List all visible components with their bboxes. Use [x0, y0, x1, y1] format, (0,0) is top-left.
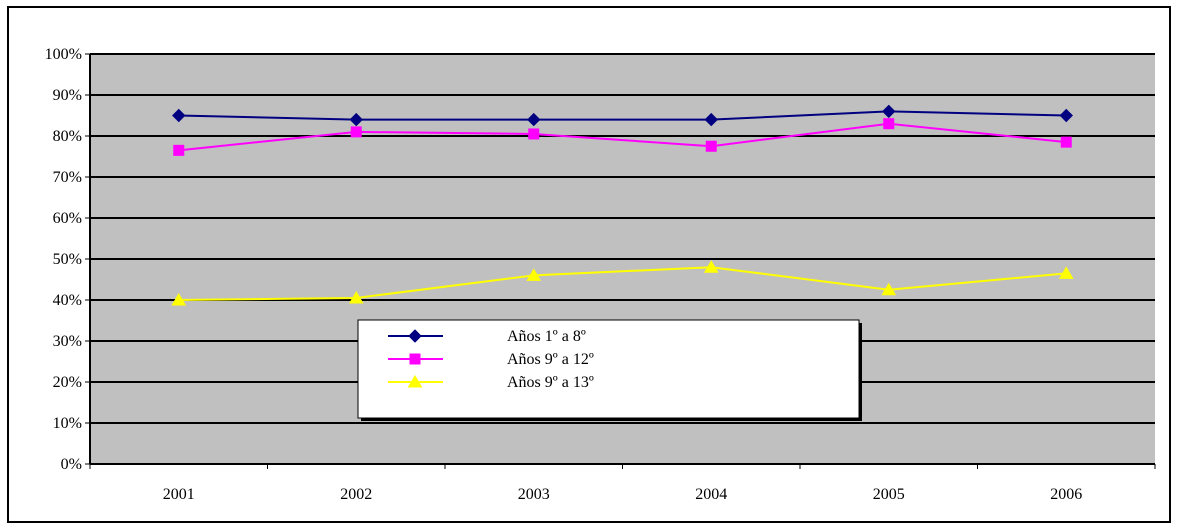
- square-marker: [883, 118, 895, 130]
- legend: Años 1º a 8º Años 9º a 12º Años 9º a 13º: [357, 319, 862, 421]
- diamond-marker: [1059, 108, 1073, 123]
- y-tick-label: 0%: [61, 456, 82, 473]
- legend-box: [357, 319, 860, 419]
- x-tick-label: 2006: [1050, 486, 1082, 503]
- diamond-marker: [882, 104, 896, 119]
- triangle-marker: [1058, 266, 1074, 279]
- diamond-marker: [408, 329, 422, 343]
- y-tick-label: 50%: [53, 251, 82, 268]
- triangle-marker: [348, 290, 364, 304]
- x-tick-label: 2004: [695, 486, 727, 503]
- axes: [89, 54, 1156, 469]
- series-line: [178, 122, 1067, 152]
- y-tick-label: 40%: [53, 292, 82, 309]
- diamond-marker: [527, 112, 541, 127]
- x-tick-label: 2002: [340, 486, 372, 503]
- x-tick-label: 2001: [163, 486, 195, 503]
- triangle-marker: [703, 260, 719, 273]
- triangle-marker: [171, 293, 187, 306]
- y-tick-label: 90%: [53, 87, 82, 104]
- series-lines: [178, 110, 1067, 301]
- x-tick-label: 2003: [518, 486, 550, 503]
- y-tick-label: 20%: [53, 374, 82, 391]
- square-marker: [409, 353, 421, 365]
- series-line: [178, 110, 1067, 121]
- y-axis-labels: 0% 10% 20% 30% 40% 50% 60% 70% 80% 90% 100%: [45, 46, 82, 473]
- legend-label: Años 9º a 12º: [507, 351, 594, 368]
- triangle-marker: [407, 375, 423, 388]
- series-line: [178, 266, 1067, 301]
- diamond-marker: [172, 108, 186, 123]
- triangle-marker: [526, 268, 542, 281]
- y-tick-label: 100%: [45, 46, 82, 63]
- y-tick-label: 70%: [53, 169, 82, 186]
- square-marker: [705, 140, 717, 152]
- legend-label: Años 1º a 8º: [507, 328, 586, 345]
- y-tick-label: 60%: [53, 210, 82, 227]
- x-axis-labels: 2001 2002 2003 2004 2005 2006: [163, 486, 1083, 503]
- diamond-marker: [349, 112, 363, 127]
- square-marker: [350, 126, 362, 138]
- x-tick-label: 2005: [873, 486, 905, 503]
- triangle-marker: [881, 282, 897, 296]
- square-marker: [1060, 136, 1072, 148]
- square-marker: [528, 128, 540, 140]
- series-markers: [171, 104, 1074, 306]
- square-marker: [173, 144, 185, 156]
- y-tick-label: 10%: [53, 415, 82, 432]
- diamond-marker: [704, 112, 718, 127]
- y-tick-label: 30%: [53, 333, 82, 350]
- legend-label: Años 9º a 13º: [507, 374, 594, 391]
- y-tick-label: 80%: [53, 128, 82, 145]
